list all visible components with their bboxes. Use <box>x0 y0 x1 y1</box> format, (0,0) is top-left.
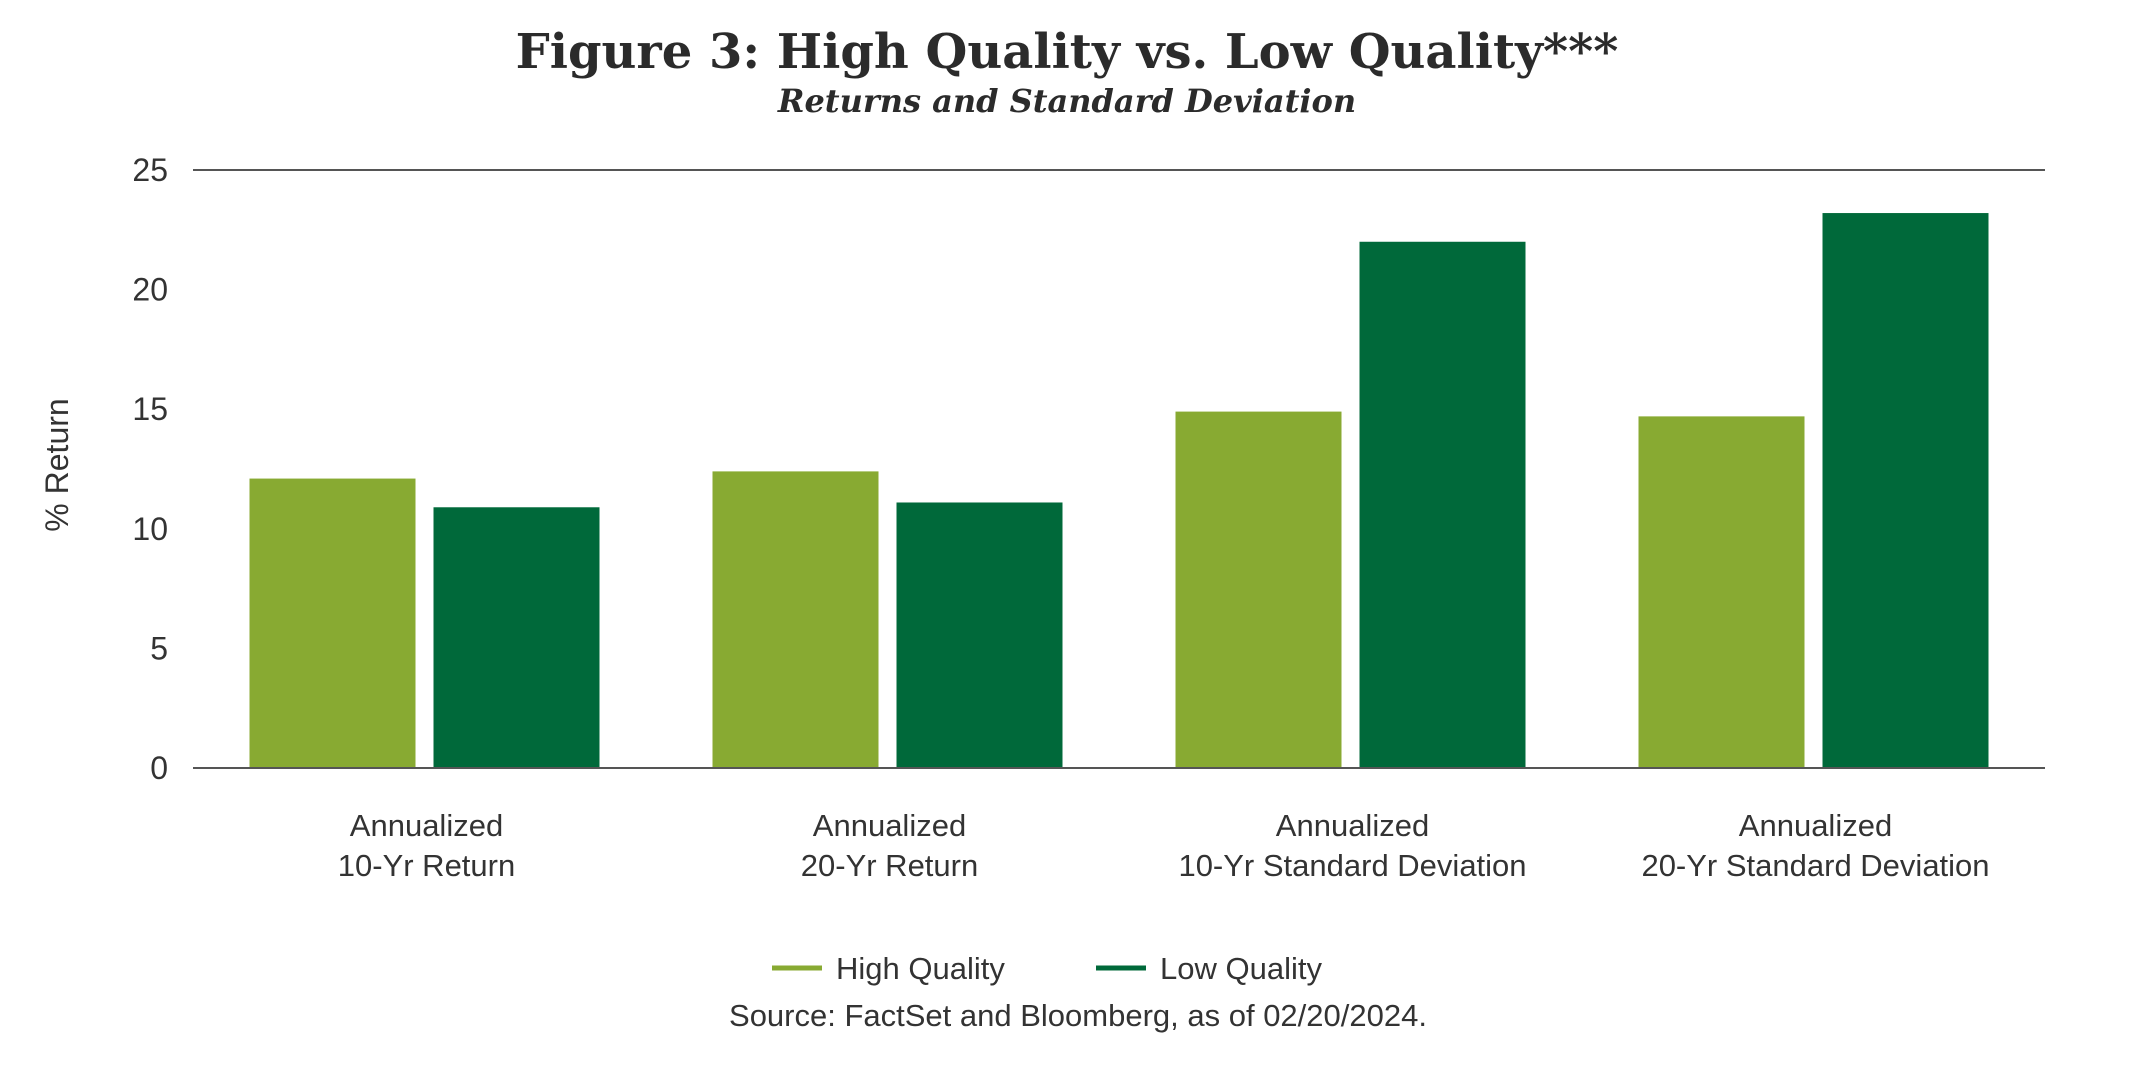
bar-low-quality-4 <box>1822 213 1989 768</box>
bar-low-quality-1 <box>433 507 600 768</box>
x-category-label: Annualized <box>813 808 966 843</box>
bar-high-quality-1 <box>249 478 416 768</box>
y-tick-label: 20 <box>132 272 168 308</box>
bar-low-quality-3 <box>1359 241 1526 768</box>
x-axis-category-labels: Annualized 10-Yr Return Annualized 20-Yr Re… <box>338 808 1990 883</box>
chart-title: Figure 3: High Quality vs. Low Quality**… <box>516 24 1619 80</box>
source-note: Source: FactSet and Bloomberg, as of 02/… <box>729 998 1427 1033</box>
bar-high-quality-4 <box>1638 416 1805 768</box>
y-axis-label: % Return <box>39 398 75 531</box>
x-category-label: Annualized <box>1739 808 1892 843</box>
x-category-label: 20-Yr Return <box>801 848 978 883</box>
y-tick-label: 0 <box>150 750 168 786</box>
x-category-label: Annualized <box>350 808 503 843</box>
bar-low-quality-2 <box>896 502 1063 768</box>
bars-group <box>249 213 1989 768</box>
y-tick-label: 15 <box>132 391 168 427</box>
x-category-label: 20-Yr Standard Deviation <box>1641 848 1989 883</box>
legend: High Quality Low Quality <box>772 951 1322 986</box>
y-tick-label: 25 <box>132 152 168 188</box>
y-axis-ticks: 0 5 10 15 20 25 <box>132 152 168 786</box>
chart-subtitle: Returns and Standard Deviation <box>777 82 1356 120</box>
x-category-label: 10-Yr Standard Deviation <box>1178 848 1526 883</box>
bar-high-quality-3 <box>1175 411 1342 768</box>
bar-high-quality-2 <box>712 471 879 768</box>
legend-label-low-quality: Low Quality <box>1160 951 1322 986</box>
legend-label-high-quality: High Quality <box>836 951 1005 986</box>
x-category-label: 10-Yr Return <box>338 848 515 883</box>
x-category-label: Annualized <box>1276 808 1429 843</box>
y-tick-label: 10 <box>132 511 168 547</box>
y-tick-label: 5 <box>150 630 168 666</box>
